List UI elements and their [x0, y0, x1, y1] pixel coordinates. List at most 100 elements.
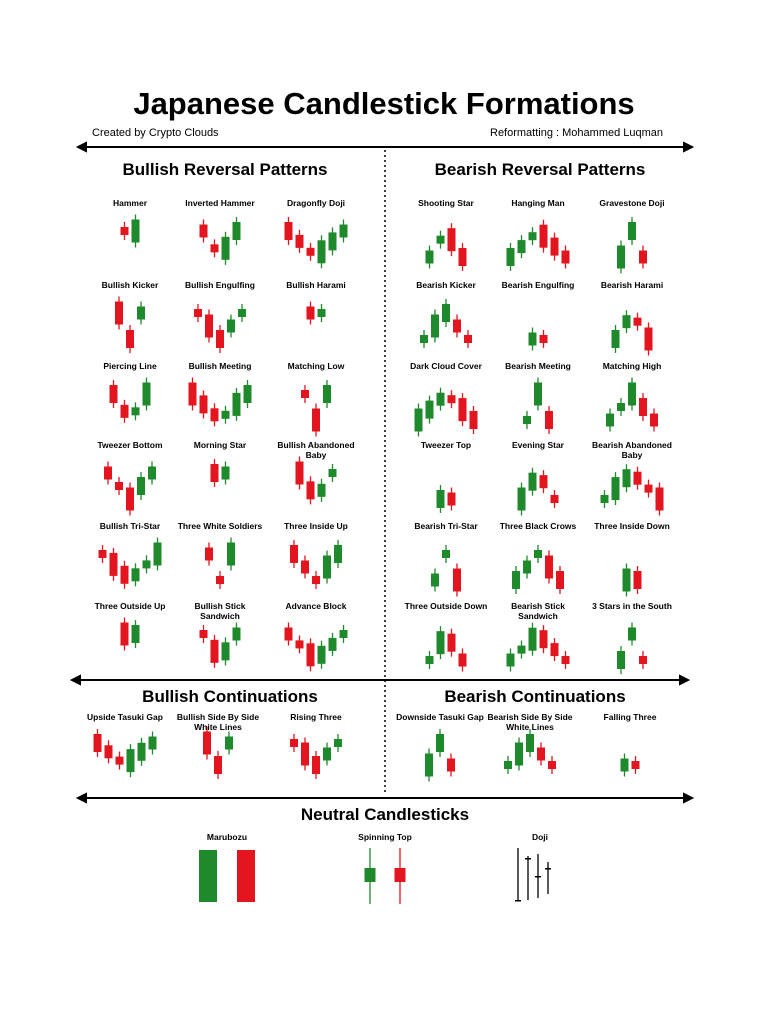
pattern-label: Marubozu	[206, 832, 248, 842]
candle	[550, 495, 559, 503]
pattern-label: Inverted Hammer	[185, 198, 255, 208]
candle	[606, 413, 614, 427]
candle	[109, 552, 118, 576]
candle	[243, 385, 252, 403]
candle	[436, 490, 445, 508]
candle	[115, 482, 123, 490]
pattern-label: Three Outside Down	[404, 601, 488, 611]
candle	[104, 745, 113, 759]
candle	[312, 408, 320, 432]
candle	[295, 234, 304, 248]
candle	[232, 222, 241, 240]
candle	[306, 481, 315, 500]
pattern-label: Bearish Meeting	[505, 361, 571, 371]
candle	[227, 542, 235, 566]
pattern-label: Hanging Man	[511, 198, 565, 208]
candle	[431, 314, 439, 338]
candle	[323, 385, 331, 403]
candle	[515, 742, 523, 766]
pattern-label: Gravestone Doji	[599, 198, 665, 208]
candle	[339, 224, 348, 238]
candle	[633, 317, 642, 326]
candle	[109, 385, 118, 403]
candle	[506, 248, 515, 266]
candle	[216, 576, 224, 584]
candle	[436, 631, 445, 655]
candle	[290, 545, 298, 563]
candle	[221, 410, 230, 419]
candle	[436, 235, 445, 244]
pattern-label: Bullish Stick Sandwich	[194, 601, 246, 621]
candle	[458, 653, 467, 667]
pattern-label: Bearish Abandoned Baby	[592, 440, 672, 460]
candle	[425, 753, 433, 777]
candle	[545, 411, 553, 429]
candle	[199, 224, 208, 238]
candle	[517, 645, 526, 654]
candle	[232, 627, 241, 641]
candle	[93, 734, 102, 752]
candle	[420, 335, 428, 343]
candle	[545, 555, 553, 579]
candle	[328, 637, 337, 651]
candle	[323, 747, 331, 761]
candle	[148, 466, 156, 480]
pattern-label: Bearish Stick Sandwich	[511, 601, 565, 621]
candle	[205, 314, 213, 338]
pattern-label: Three Black Crows	[499, 521, 577, 531]
candle	[639, 656, 647, 664]
candle	[639, 250, 647, 264]
pattern-label: Bearish Harami	[600, 280, 664, 290]
pattern-label: Doji	[531, 832, 549, 842]
candle	[334, 545, 342, 563]
candle	[328, 232, 337, 251]
dividers	[69, 141, 695, 804]
candle	[225, 736, 233, 750]
candle	[148, 736, 157, 750]
candle	[447, 228, 456, 252]
candle	[453, 568, 461, 592]
section-title: Bearish Reversal Patterns	[434, 160, 646, 179]
pattern-label: Spinning Top	[358, 832, 412, 842]
pattern-label: Hammer	[112, 198, 148, 208]
pattern-label: Upside Tasuki Gap	[87, 712, 163, 722]
pattern-label: Bearish Side By Side White Lines	[487, 712, 573, 732]
candle	[210, 244, 219, 253]
candle	[221, 466, 230, 480]
candle	[537, 747, 545, 761]
candle	[98, 550, 107, 558]
candle	[458, 248, 467, 266]
candle	[131, 625, 140, 643]
pattern-label: Matching Low	[287, 361, 345, 371]
candle	[364, 868, 376, 882]
candle	[539, 630, 548, 649]
pattern-label: Three Inside Down	[594, 521, 670, 531]
candle	[442, 550, 450, 558]
candle	[199, 630, 208, 638]
pattern-label: Tweezer Bottom	[97, 440, 163, 450]
pattern-label: Dragonfly Doji	[286, 198, 346, 208]
candle	[628, 222, 636, 240]
pattern-label: Bullish Engulfing	[185, 280, 255, 290]
candle	[622, 469, 631, 488]
candle	[306, 643, 315, 667]
candle	[539, 224, 548, 248]
candle	[210, 639, 219, 663]
candle	[142, 560, 151, 569]
candle	[306, 247, 315, 256]
candle	[515, 900, 521, 902]
candle	[210, 408, 219, 422]
candle	[534, 550, 542, 558]
pattern-label: Dark Cloud Cover	[410, 361, 482, 371]
candle	[194, 309, 202, 317]
candle	[414, 408, 423, 432]
pattern-label: Bullish Kicker	[101, 280, 159, 290]
candle	[539, 475, 548, 489]
candle	[622, 568, 631, 592]
pattern-label: Rising Three	[290, 712, 342, 722]
candle	[317, 645, 326, 664]
pattern-label: Bearish Kicker	[416, 280, 476, 290]
candle	[464, 335, 472, 343]
